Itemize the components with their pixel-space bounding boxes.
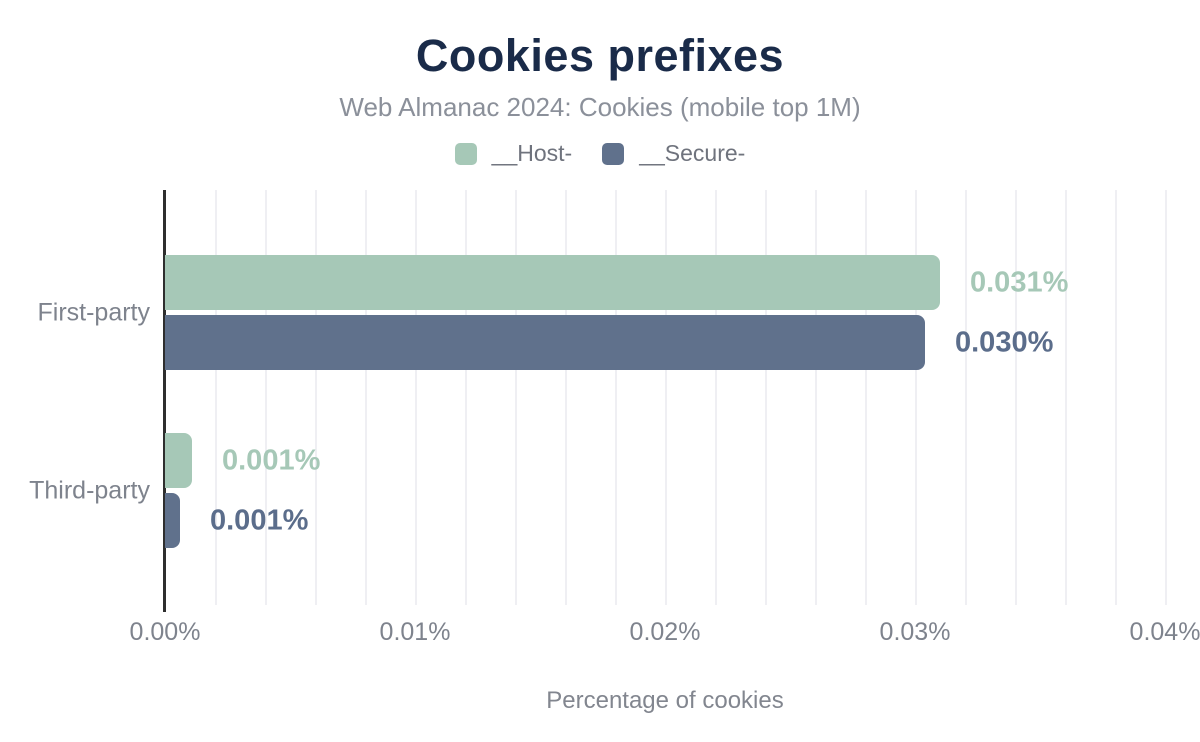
gridline [515,190,517,605]
x-tick-label: 0.00% [129,618,201,646]
gridline [1115,190,1117,605]
bar-Secure--first-party[interactable] [165,315,925,370]
gridline [1165,190,1167,605]
gridline [965,190,967,605]
x-axis-label: Percentage of cookies [546,687,784,714]
legend-label: __Secure- [639,140,746,166]
legend-item-Host-[interactable]: __Host- [454,140,573,167]
x-tick-label: 0.04% [1129,618,1200,646]
gridline [315,190,317,605]
value-label: 0.001% [222,444,321,476]
gridline [1015,190,1017,605]
gridline [615,190,617,605]
legend-item-Secure-[interactable]: __Secure- [602,140,745,167]
gridline [665,190,667,605]
gridline [815,190,817,605]
gridline [915,190,917,605]
value-label: 0.030% [955,326,1054,358]
bar-Secure--third-party[interactable] [165,493,180,548]
category-label: First-party [37,298,151,326]
legend-label: __Host- [491,140,573,166]
gridline [365,190,367,605]
x-tick-label: 0.02% [629,618,701,646]
category-label: Third-party [29,476,150,504]
value-label: 0.001% [210,504,309,536]
bar-Host--first-party[interactable] [165,255,940,310]
gridline [865,190,867,605]
chart-subtitle: Web Almanac 2024: Cookies (mobile top 1M… [339,92,861,122]
x-tick-label: 0.01% [379,618,451,646]
gridline [465,190,467,605]
y-axis-line [163,190,166,612]
plot-area: Percentage of cookies First-party 0.031% 0… [29,190,1200,714]
bar-Host--third-party[interactable] [165,433,192,488]
legend: __Host- __Secure- [0,140,1200,167]
gridline [215,190,217,605]
gridline [765,190,767,605]
value-label: 0.031% [970,266,1069,298]
gridline [265,190,267,605]
gridline [715,190,717,605]
gridline [1065,190,1067,605]
legend-swatch-icon [454,142,477,165]
chart-title: Cookies prefixes [415,30,785,81]
x-tick-label: 0.03% [879,618,951,646]
gridline [565,190,567,605]
legend-swatch-icon [602,142,625,165]
gridline [415,190,417,605]
